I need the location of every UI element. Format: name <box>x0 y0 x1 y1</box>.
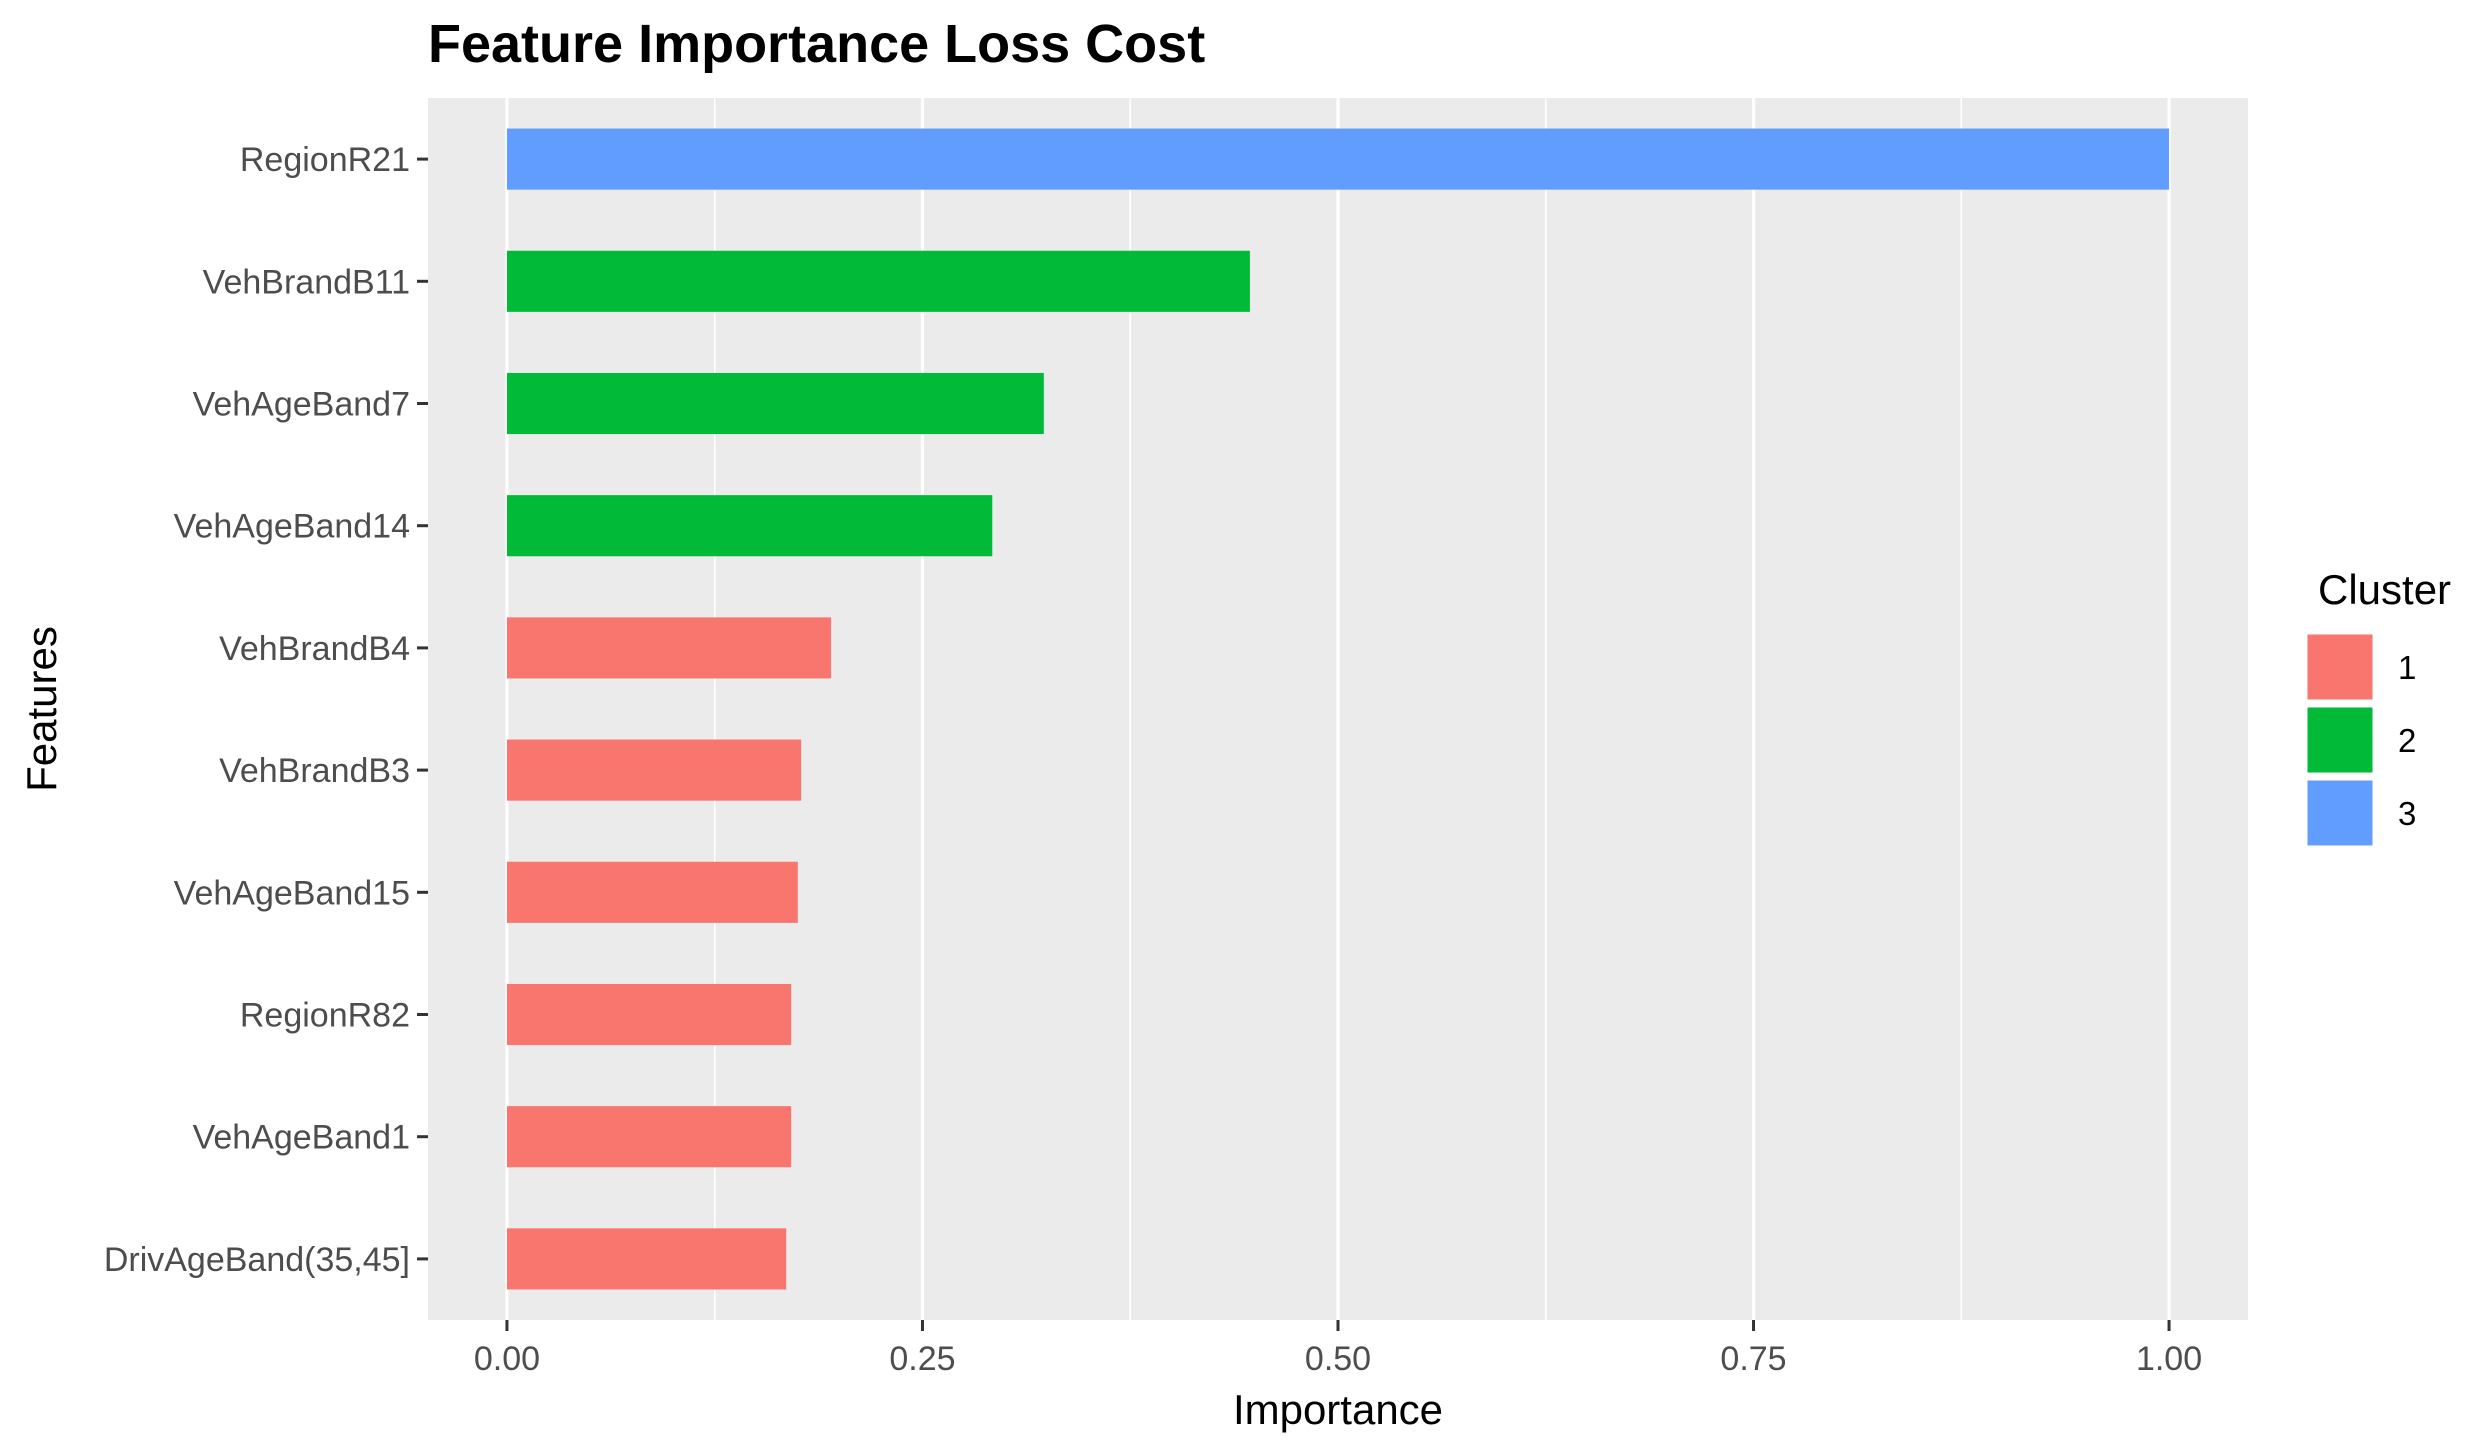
bars <box>506 128 2170 1290</box>
y-axis: RegionR21 VehBrandB11 VehAgeBand7 VehAgeBan… <box>104 141 428 1279</box>
chart-title: Feature Importance Loss Cost <box>428 14 1205 74</box>
y-tick-label: RegionR82 <box>240 997 410 1035</box>
bar <box>506 128 2170 190</box>
y-tick-label: RegionR21 <box>240 141 410 179</box>
bar <box>506 1228 787 1290</box>
bar <box>506 1106 792 1168</box>
bar <box>506 861 798 923</box>
x-tick-label: 1.00 <box>2136 1340 2202 1378</box>
y-tick-label: VehAgeBand15 <box>174 874 410 912</box>
legend-label: 1 <box>2398 649 2416 686</box>
y-tick-label: VehAgeBand7 <box>193 386 410 424</box>
y-axis-title: Features <box>18 626 65 792</box>
y-tick-label: VehBrandB11 <box>203 263 410 301</box>
grid-lines <box>505 98 2171 1320</box>
bar <box>506 983 792 1046</box>
y-tick-label: VehBrandB4 <box>219 630 410 668</box>
legend-key <box>2304 704 2376 776</box>
legend-label: 3 <box>2398 795 2416 832</box>
y-tick-label: VehAgeBand1 <box>193 1119 410 1157</box>
y-tick-label: VehAgeBand14 <box>174 508 410 546</box>
bar <box>506 739 802 801</box>
x-axis: 0.00 0.25 0.50 0.75 1.00 <box>474 1320 2202 1378</box>
x-tick-label: 0.75 <box>1720 1340 1786 1378</box>
legend-key <box>2304 777 2376 849</box>
x-tick-label: 0.00 <box>474 1340 540 1378</box>
legend-title: Cluster <box>2318 566 2451 613</box>
x-axis-title: Importance <box>1233 1386 1443 1433</box>
x-tick-label: 0.25 <box>889 1340 955 1378</box>
legend-key <box>2304 631 2376 703</box>
bar <box>506 495 993 557</box>
legend: Cluster 1 2 3 <box>2304 566 2451 849</box>
bar <box>506 250 1250 312</box>
bar <box>506 372 1044 435</box>
x-tick-label: 0.50 <box>1305 1340 1371 1378</box>
y-tick-label: VehBrandB3 <box>219 752 410 790</box>
y-tick-label: DrivAgeBand(35,45] <box>104 1241 410 1279</box>
legend-label: 2 <box>2398 722 2416 759</box>
bar <box>506 617 832 679</box>
